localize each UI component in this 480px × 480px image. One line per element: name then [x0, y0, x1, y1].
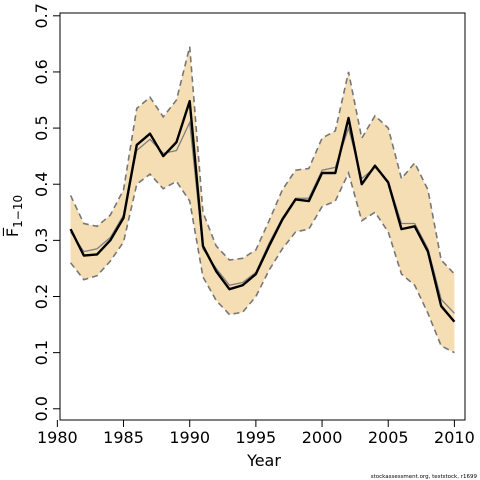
x-tick-label: 2000: [302, 428, 343, 447]
axes: 1980 1985 1990 1995 2000 2005 2010 0.0 0.1 0.2 0.3…: [32, 3, 475, 447]
y-tick-label: 0.7: [32, 3, 51, 28]
x-tick-label: 1995: [236, 428, 277, 447]
lower-bound-line: [69, 170, 455, 354]
x-tick-label: 1985: [103, 428, 144, 447]
x-tick-label: 1990: [169, 428, 210, 447]
y-tick-label: 0.2: [32, 284, 51, 309]
plot-frame: [59, 12, 466, 421]
x-tick-label: 1980: [37, 428, 78, 447]
confidence-band: [70, 46, 455, 353]
y-axis-title-symbol: F̅: [3, 227, 22, 237]
y-tick-label: 0.0: [32, 396, 51, 421]
y-tick-label: 0.1: [32, 340, 51, 365]
x-tick-label: 2010: [434, 428, 475, 447]
y-tick-label: 0.3: [32, 228, 51, 253]
footer-text: stockassessment.org, teststock, r1699: [371, 474, 478, 480]
y-tick-label: 0.4: [32, 171, 51, 196]
x-tick-label: 2005: [368, 428, 409, 447]
y-axis-title-subscript: 1−10: [11, 195, 25, 228]
y-tick-label: 0.6: [32, 59, 51, 84]
estimate-line: [69, 99, 456, 323]
upper-bound-line: [69, 46, 455, 275]
plot-area: [69, 46, 456, 354]
y-axis-title: F̅1−10: [3, 195, 25, 237]
y-tick-label: 0.5: [32, 115, 51, 140]
x-axis-title: Year: [246, 451, 281, 470]
